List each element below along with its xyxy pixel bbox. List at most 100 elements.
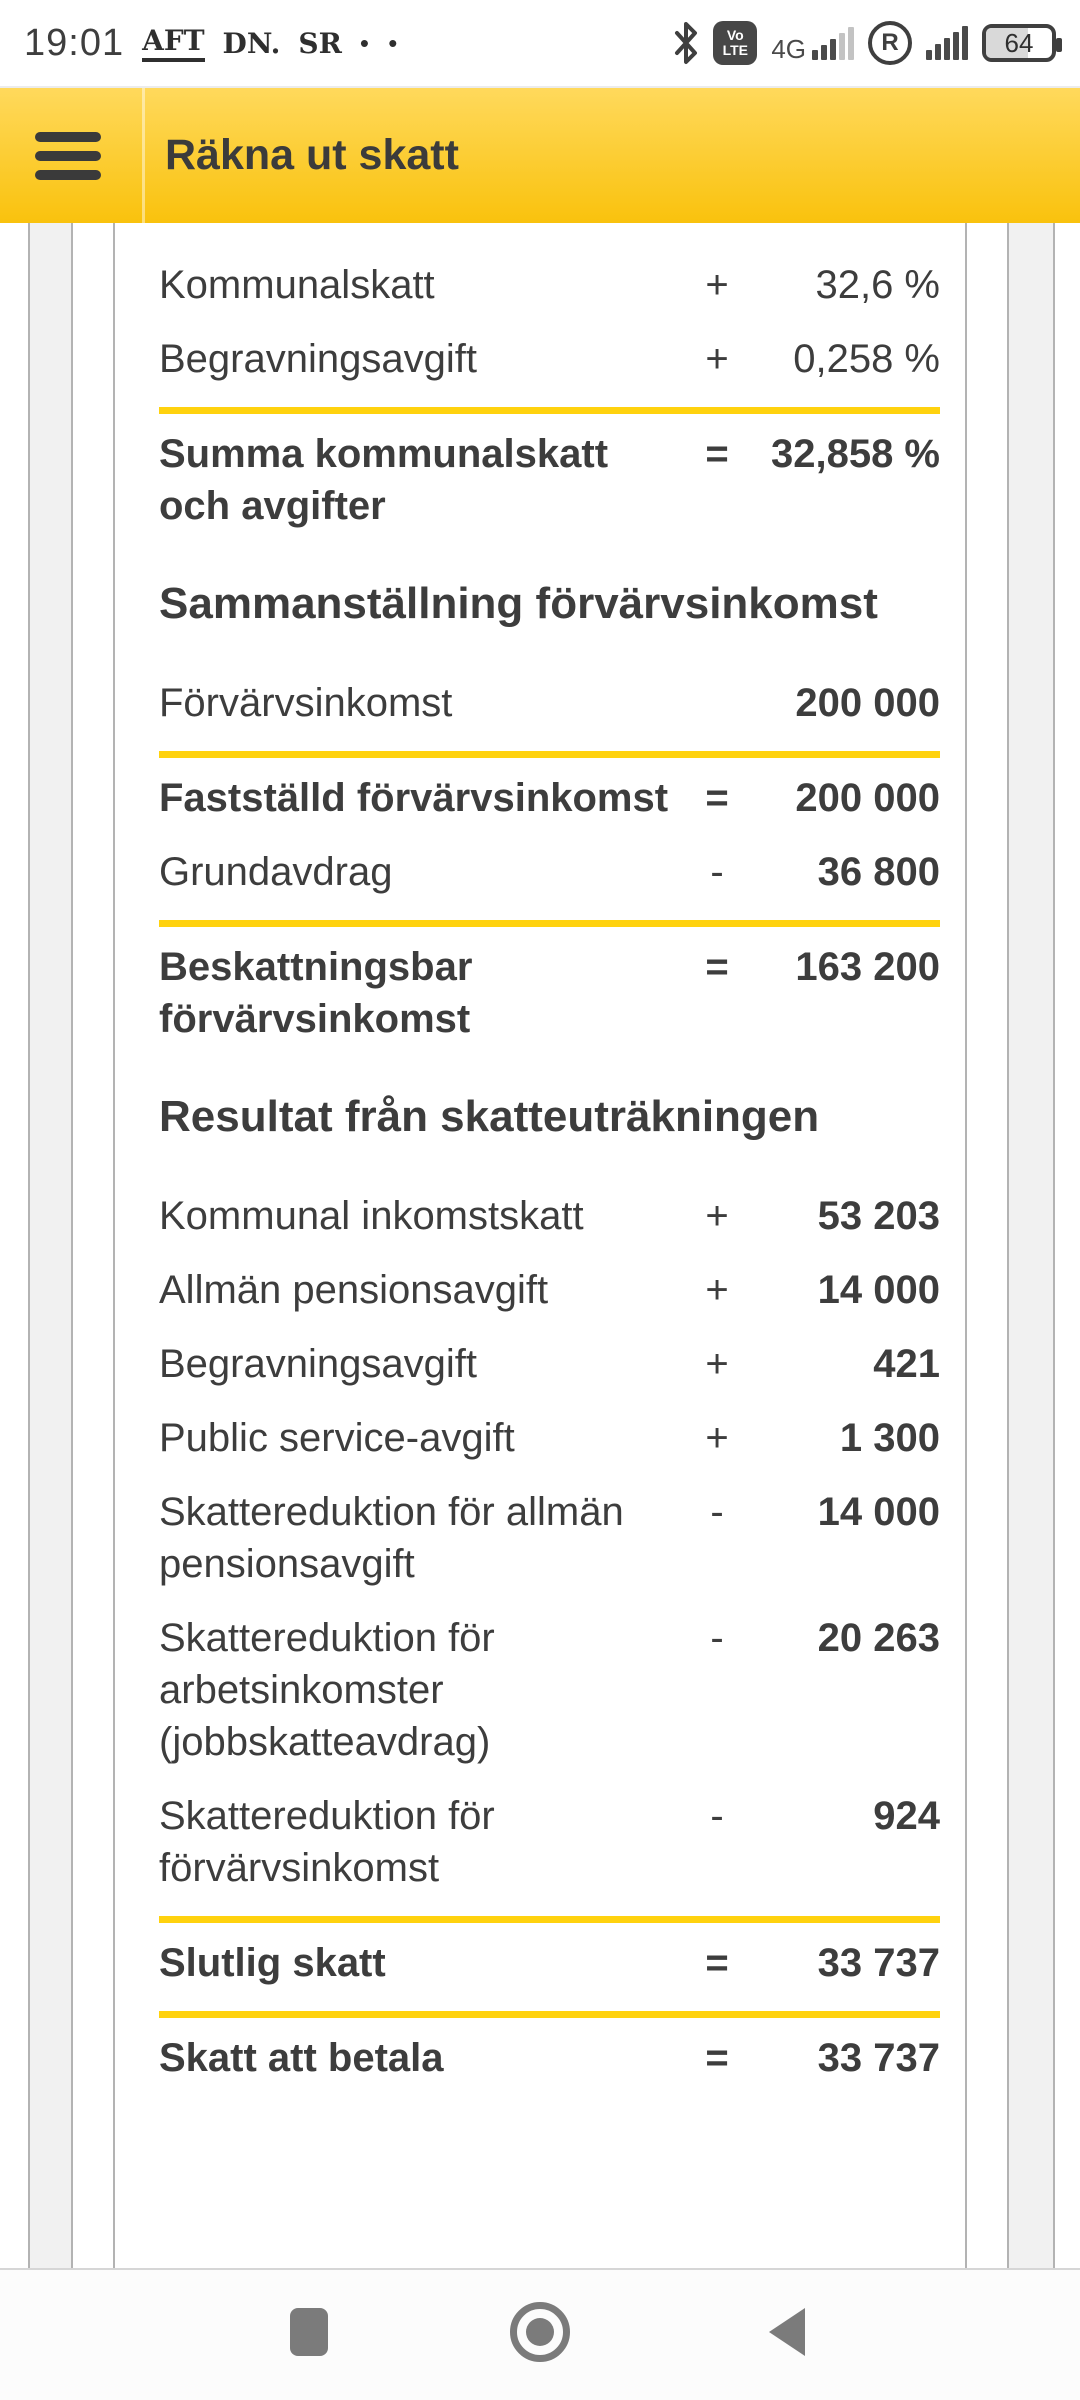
table-border — [1053, 223, 1055, 2270]
row-label: Summa kommunalskatt och avgifter — [159, 432, 609, 528]
row-operator: + — [705, 1342, 729, 1386]
row-operator: - — [710, 1490, 724, 1534]
menu-button[interactable] — [35, 123, 101, 189]
row-operator: + — [705, 337, 729, 381]
table-section: Kommunalskatt +32,6 % Begravningsavgift +0,… — [159, 259, 940, 532]
android-nav-bar — [0, 2268, 1080, 2400]
row-label: Skattereduktion för förvärvsinkomst — [159, 1794, 495, 1890]
back-button[interactable] — [769, 2308, 805, 2356]
row-label: Fastställd förvärvsinkomst — [159, 776, 669, 820]
table-border — [1007, 223, 1009, 2270]
sum-divider — [159, 751, 940, 758]
row-operator: + — [705, 1268, 729, 1312]
table-row: Summa kommunalskatt och avgifter = 32,858 … — [159, 428, 940, 532]
aftonbladet-notification-icon: AFT — [142, 24, 205, 62]
table-row: Begravningsavgift +0,258 % — [159, 333, 940, 385]
row-value: 0,258 % — [793, 337, 940, 381]
section-heading: Sammanställning förvärvsinkomst — [159, 579, 878, 628]
row-operator: = — [705, 945, 729, 989]
table-row: Fastställd förvärvsinkomst = 200 000 — [159, 772, 940, 824]
row-operator: + — [705, 1194, 729, 1238]
row-operator: = — [705, 432, 729, 476]
table-border — [28, 223, 30, 2270]
battery-fill — [986, 28, 1029, 58]
row-value: 200 000 — [795, 776, 940, 820]
sum-divider — [159, 920, 940, 927]
sr-notification-icon: SR — [298, 26, 342, 60]
row-operator: - — [710, 1616, 724, 1660]
battery-nub — [1056, 38, 1062, 52]
table-border — [71, 223, 73, 2270]
row-operator: - — [710, 1794, 724, 1838]
row-label: Allmän pensionsavgift — [159, 1268, 549, 1312]
row-value: 33 737 — [817, 1941, 940, 1985]
table-row: Skattereduktion för arbetsinkomster (job… — [159, 1612, 940, 1768]
sum-divider — [159, 2011, 940, 2018]
table-row: Skattereduktion för allmän pensionsavgif… — [159, 1486, 940, 1590]
table-row: Skattereduktion för förvärvsinkomst - 924 — [159, 1790, 940, 1894]
battery-indicator: 64 — [982, 24, 1062, 62]
table-row: Skatt att betala = 33 737 — [159, 2032, 940, 2084]
status-bar: 19:01 AFT DN. SR • • Vo LTE 4G R — [0, 0, 1080, 88]
row-label: Public service-avgift — [159, 1416, 515, 1460]
table-row: Förvärvsinkomst 200 000 — [159, 677, 940, 729]
roaming-icon: R — [868, 21, 912, 65]
table-section: Resultat från skatteuträkningen Kommunal … — [159, 1087, 940, 2084]
sum-divider — [159, 407, 940, 414]
home-button[interactable] — [510, 2302, 570, 2362]
row-label: Kommunalskatt — [159, 263, 435, 307]
network-type-label: 4G — [771, 33, 806, 64]
table-row: Kommunalskatt +32,6 % — [159, 259, 940, 311]
row-operator: + — [705, 1416, 729, 1460]
row-value: 14 000 — [817, 1268, 940, 1312]
row-value: 53 203 — [817, 1194, 940, 1238]
table-row: Allmän pensionsavgift +14 000 — [159, 1264, 940, 1316]
row-value: 14 000 — [817, 1490, 940, 1534]
clock: 19:01 — [24, 21, 125, 64]
row-value: 33 737 — [817, 2036, 940, 2080]
sum-divider — [159, 1916, 940, 1923]
table-row: Begravningsavgift +421 — [159, 1338, 940, 1390]
bluetooth-icon — [675, 22, 698, 64]
row-value: 32,6 % — [815, 263, 940, 307]
more-notifications-dots: • • — [359, 27, 404, 58]
row-label: Grundavdrag — [159, 850, 393, 894]
row-value: 924 — [873, 1794, 940, 1838]
row-operator: = — [705, 1941, 729, 1985]
table-row: Grundavdrag - 36 800 — [159, 846, 940, 898]
row-value: 36 800 — [817, 850, 940, 894]
table-row: Slutlig skatt = 33 737 — [159, 1937, 940, 1989]
table-row: Beskattningsbar förvärvsinkomst = 163 200 — [159, 941, 940, 1045]
app-bar: Räkna ut skatt — [0, 88, 1080, 223]
recents-button[interactable] — [290, 2308, 328, 2356]
row-label: Kommunal inkomstskatt — [159, 1194, 584, 1238]
appbar-separator — [142, 88, 145, 223]
row-label: Begravningsavgift — [159, 337, 477, 381]
table-border — [965, 223, 967, 2270]
dn-notification-icon: DN. — [222, 26, 281, 60]
row-label: Beskattningsbar förvärvsinkomst — [159, 945, 473, 1041]
row-operator: = — [705, 776, 729, 820]
row-value: 421 — [873, 1342, 940, 1386]
row-label: Skatt att betala — [159, 2036, 444, 2080]
row-operator: - — [710, 850, 724, 894]
table-section: Sammanställning förvärvsinkomst Förvärvsi… — [159, 574, 940, 1045]
mobile-data-4g-icon: 4G — [771, 26, 854, 64]
section-heading: Resultat från skatteuträkningen — [159, 1092, 820, 1141]
row-label: Skattereduktion för allmän pensionsavgif… — [159, 1490, 624, 1586]
row-label: Skattereduktion för arbetsinkomster (job… — [159, 1616, 495, 1764]
table-row: Kommunal inkomstskatt +53 203 — [159, 1190, 940, 1242]
page-title: Räkna ut skatt — [165, 131, 459, 179]
row-label: Slutlig skatt — [159, 1941, 386, 1985]
row-operator: = — [705, 2036, 729, 2080]
row-label: Begravningsavgift — [159, 1342, 477, 1386]
row-value: 1 300 — [839, 1416, 940, 1460]
row-value: 32,858 % — [770, 432, 940, 476]
signal-bars-sim1-icon — [812, 26, 854, 60]
volte-icon: Vo LTE — [713, 21, 758, 65]
table-gray-column-left — [30, 223, 71, 2270]
row-label: Förvärvsinkomst — [159, 681, 453, 725]
row-value: 200 000 — [795, 681, 940, 725]
tax-result-page: Kommunalskatt +32,6 % Begravningsavgift +0,… — [0, 223, 1080, 2270]
